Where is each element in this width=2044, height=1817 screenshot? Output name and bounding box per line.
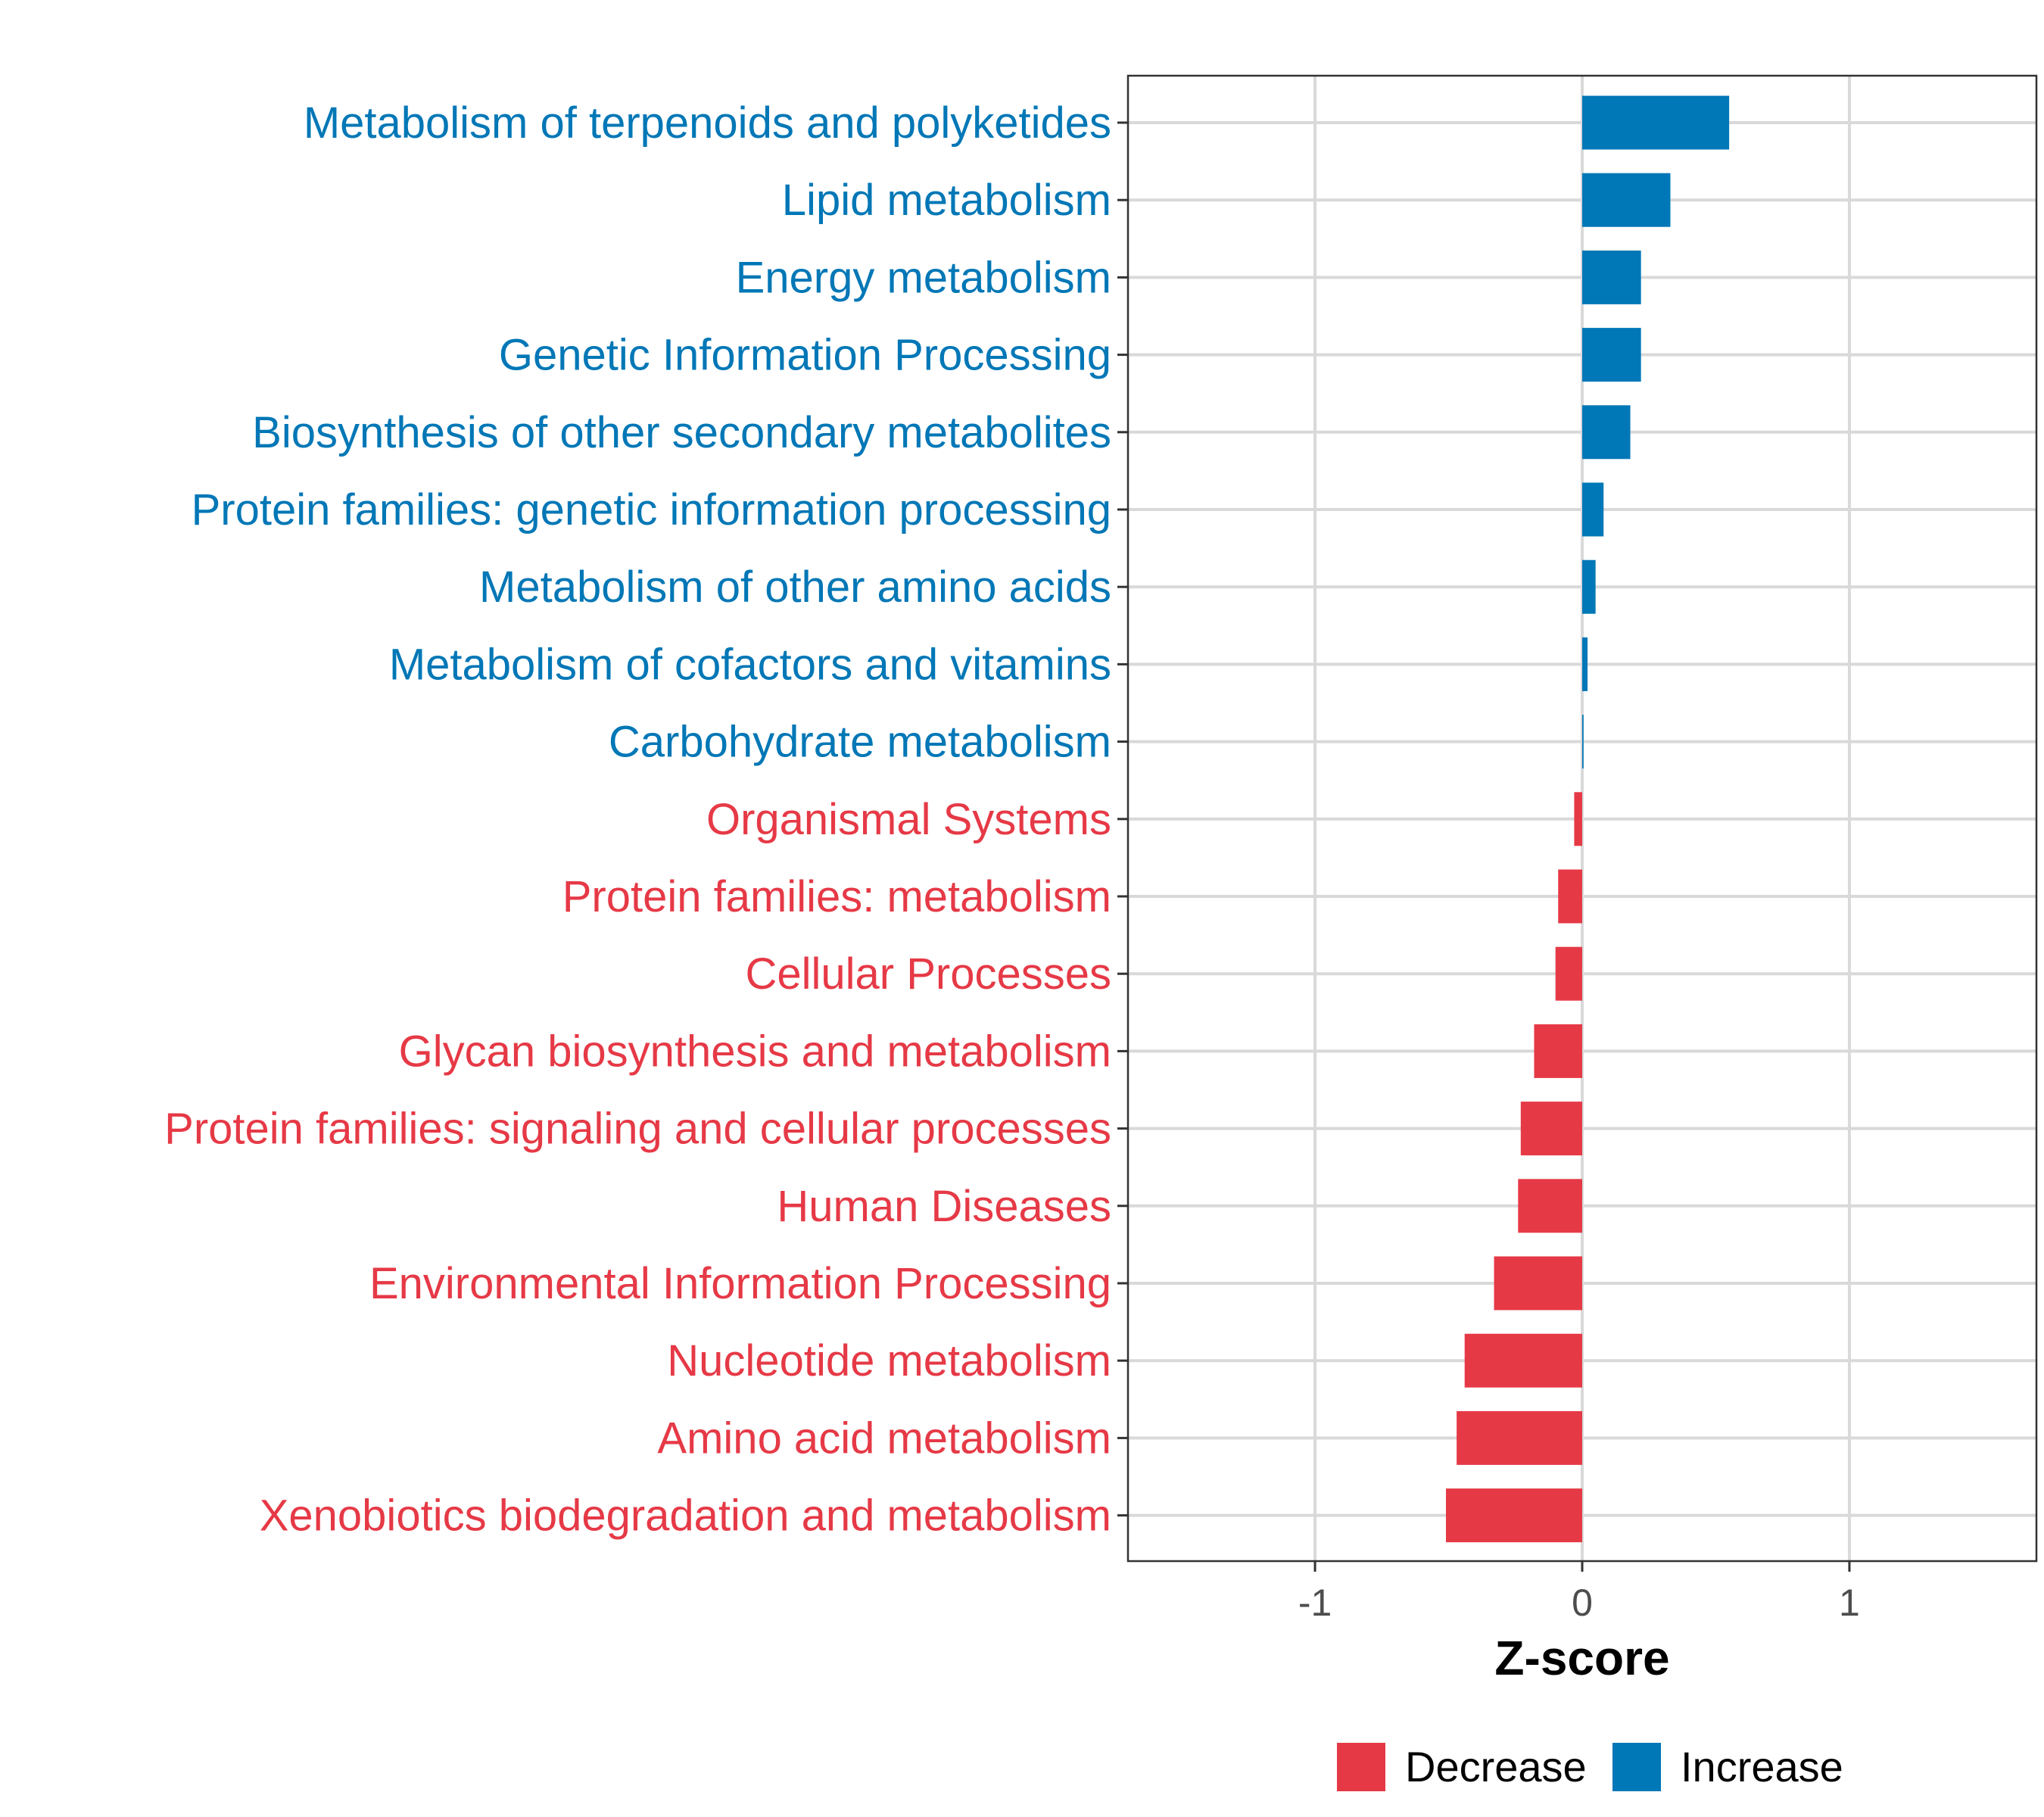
- category-label: Nucleotide metabolism: [667, 1336, 1111, 1385]
- bars: [1446, 95, 1730, 1543]
- x-tick-label: 1: [1839, 1582, 1860, 1624]
- category-label: Protein families: metabolism: [562, 872, 1111, 921]
- x-axis-ticks: -1 0 1: [1298, 1561, 1860, 1624]
- category-label: Protein families: signaling and cellular…: [164, 1105, 1111, 1154]
- bar: [1582, 559, 1596, 614]
- bar: [1582, 95, 1730, 150]
- category-label: Environmental Information Processing: [369, 1259, 1111, 1308]
- bar: [1558, 869, 1582, 924]
- category-label: Metabolism of cofactors and vitamins: [389, 640, 1111, 689]
- x-tick-label: 0: [1572, 1582, 1593, 1624]
- category-label: Lipid metabolism: [782, 176, 1111, 225]
- bar: [1582, 637, 1588, 691]
- category-label: Glycan biosynthesis and metabolism: [399, 1027, 1111, 1076]
- bar: [1457, 1410, 1582, 1465]
- bar: [1520, 1102, 1582, 1156]
- category-label: Organismal Systems: [706, 795, 1111, 844]
- bar: [1582, 328, 1641, 382]
- category-label: Carbohydrate metabolism: [609, 718, 1111, 767]
- bar: [1446, 1488, 1582, 1543]
- category-label: Biosynthesis of other secondary metaboli…: [252, 408, 1111, 457]
- category-label: Metabolism of terpenoids and polyketides: [304, 98, 1111, 148]
- bar: [1464, 1333, 1582, 1388]
- x-axis-title: Z-score: [1494, 1631, 1669, 1685]
- legend-label: Increase: [1681, 1743, 1843, 1791]
- category-label: Amino acid metabolism: [657, 1413, 1111, 1463]
- category-label: Genetic Information Processing: [499, 331, 1111, 380]
- category-label: Cellular Processes: [745, 949, 1111, 999]
- category-label: Metabolism of other amino acids: [479, 563, 1111, 612]
- bar: [1582, 482, 1604, 537]
- category-label: Energy metabolism: [736, 253, 1111, 302]
- bar: [1582, 250, 1641, 304]
- bar: [1582, 715, 1584, 769]
- category-label: Xenobiotics biodegradation and metabolis…: [260, 1491, 1111, 1541]
- bar: [1574, 792, 1582, 846]
- category-label: Protein families: genetic information pr…: [192, 485, 1111, 535]
- legend-label: Decrease: [1405, 1743, 1587, 1791]
- legend-swatch: [1612, 1743, 1661, 1791]
- bar: [1555, 946, 1582, 1001]
- y-axis-ticks: [1117, 121, 1128, 1517]
- bar: [1534, 1024, 1582, 1078]
- bar: [1582, 405, 1631, 460]
- legend-swatch: [1337, 1743, 1385, 1791]
- bar: [1582, 173, 1671, 227]
- x-tick-label: -1: [1298, 1582, 1332, 1624]
- bar: [1518, 1179, 1582, 1233]
- category-labels: Metabolism of terpenoids and polyketides…: [164, 98, 1111, 1541]
- legend: Decrease Increase: [1337, 1743, 1843, 1791]
- bar: [1494, 1256, 1582, 1311]
- category-label: Human Diseases: [777, 1182, 1111, 1231]
